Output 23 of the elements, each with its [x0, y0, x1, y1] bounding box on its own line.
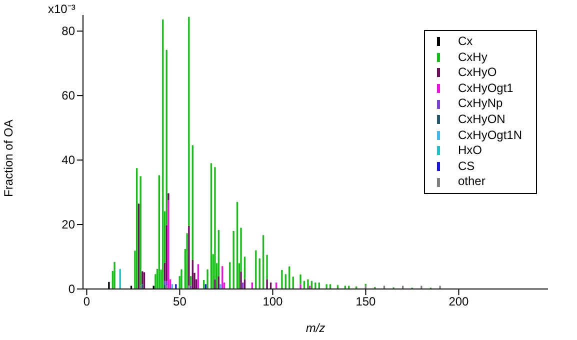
legend-label: Cx	[458, 34, 473, 50]
x-tick-label: 0	[83, 294, 90, 309]
legend-label: other	[458, 174, 486, 190]
y-tick-label: 20	[62, 218, 76, 232]
legend-label: CxHyO	[458, 65, 497, 81]
legend-label: HxO	[458, 143, 482, 159]
text: x10⁻³	[48, 1, 76, 17]
legend-label: CxHy	[458, 50, 488, 66]
x-axis-title: m/z	[306, 321, 326, 335]
legend-label: CxHyOgt1N	[458, 128, 522, 144]
legend-label: CxHyOgt1	[458, 80, 514, 96]
x-tick-label: 150	[356, 294, 376, 309]
y-axis-title: Fraction of OA	[1, 120, 16, 197]
legend-label: CS	[458, 158, 475, 174]
x-tick-label: 100	[262, 294, 284, 309]
x-tick-label: 50	[173, 294, 187, 309]
x-tick-label: 200	[448, 294, 470, 309]
legend-label: CxHyNp	[458, 96, 503, 112]
y-tick-label: 40	[62, 153, 76, 168]
y-tick-label: 60	[62, 88, 76, 103]
legend-label: CxHyON	[458, 112, 506, 128]
y-tick-label: 80	[62, 24, 76, 38]
y-tick-label: 0	[68, 282, 76, 296]
